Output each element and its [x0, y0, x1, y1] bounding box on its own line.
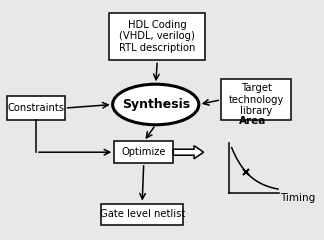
Text: Optimize: Optimize: [122, 147, 166, 157]
FancyBboxPatch shape: [221, 79, 291, 120]
FancyBboxPatch shape: [110, 13, 205, 60]
Text: Synthesis: Synthesis: [122, 98, 190, 111]
FancyBboxPatch shape: [101, 204, 183, 225]
FancyBboxPatch shape: [7, 96, 65, 120]
Text: HDL Coding
(VHDL, verilog)
RTL description: HDL Coding (VHDL, verilog) RTL descripti…: [119, 20, 195, 53]
Ellipse shape: [113, 84, 199, 125]
Text: Gate level netlist: Gate level netlist: [99, 209, 185, 219]
Polygon shape: [173, 146, 203, 159]
Text: Target
technology
library: Target technology library: [228, 83, 284, 116]
Text: Constraints: Constraints: [7, 103, 64, 113]
Text: Area: Area: [239, 116, 266, 126]
Text: Timing: Timing: [280, 193, 315, 203]
FancyBboxPatch shape: [114, 141, 173, 163]
